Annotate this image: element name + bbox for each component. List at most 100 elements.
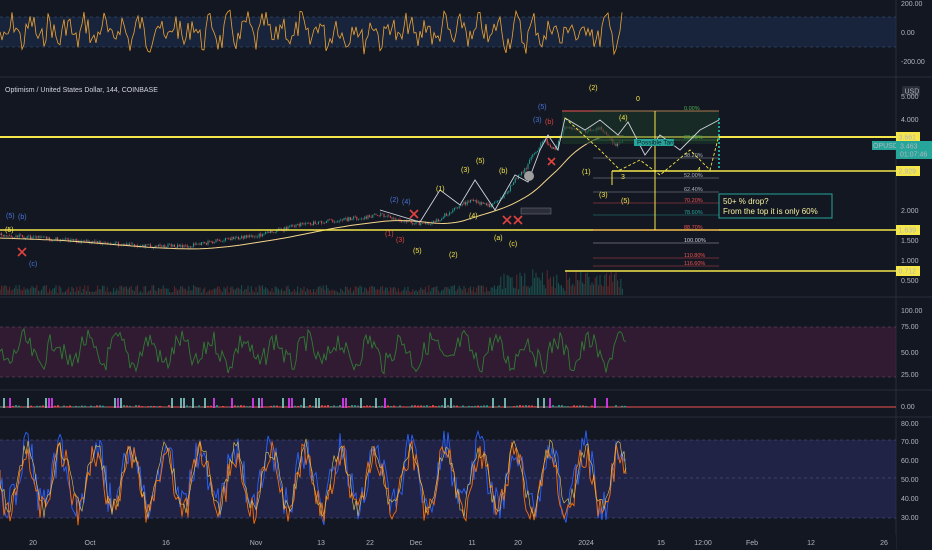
fib-level-label: 110.80% xyxy=(684,253,705,259)
candle-body xyxy=(516,178,518,180)
volume-bar xyxy=(617,280,619,295)
volume-bar xyxy=(457,288,459,295)
candle-body xyxy=(492,203,494,206)
volume-bar xyxy=(381,285,383,295)
volume-bar xyxy=(415,290,417,295)
volume-bar xyxy=(263,289,265,295)
momentum-bar xyxy=(45,398,47,408)
volume-bar xyxy=(50,290,52,295)
volume-bar xyxy=(42,286,44,295)
momentum-bar xyxy=(81,405,83,408)
volume-bar xyxy=(245,289,247,295)
momentum-bar xyxy=(342,398,344,408)
momentum-bar xyxy=(189,406,191,408)
volume-bar xyxy=(461,290,463,295)
volume-bar xyxy=(485,287,487,295)
candle-body xyxy=(329,219,331,221)
candle-body xyxy=(372,214,374,218)
annotation-box[interactable]: 50+ % drop? From the top it is only 60% xyxy=(718,193,833,219)
candle-body xyxy=(41,237,43,238)
candle-body xyxy=(529,159,531,164)
momentum-bar xyxy=(108,406,110,408)
momentum-bar xyxy=(360,398,362,408)
candle-body xyxy=(378,215,380,217)
candle-body xyxy=(82,240,84,242)
candle-body xyxy=(181,245,183,248)
momentum-bar xyxy=(171,398,173,408)
volume-bar xyxy=(482,285,484,295)
volume-bar xyxy=(23,287,25,295)
candle-body xyxy=(274,232,276,233)
time-tick-label: Oct xyxy=(85,540,96,547)
candle-body xyxy=(196,243,198,245)
momentum-bar xyxy=(87,406,89,408)
volume-bar xyxy=(436,286,438,295)
candle-body xyxy=(125,243,127,246)
candle-body xyxy=(305,223,307,225)
volume-bar xyxy=(231,286,233,295)
volume-bar xyxy=(330,290,332,295)
volume-bar xyxy=(202,288,204,295)
volume-bar xyxy=(127,288,129,295)
volume-bar xyxy=(76,286,78,295)
volume-bar xyxy=(386,287,388,295)
volume-bar xyxy=(433,287,435,295)
candle-body xyxy=(45,236,47,239)
candle-body xyxy=(348,217,350,222)
bar-countdown: 01:07:46 xyxy=(900,152,927,159)
momentum-bar xyxy=(477,405,479,408)
candle-body xyxy=(263,234,265,235)
range-box xyxy=(520,207,552,215)
volume-bar xyxy=(47,292,49,295)
candle-body xyxy=(460,204,462,207)
candle-body xyxy=(76,239,78,243)
momentum-bar xyxy=(564,406,566,408)
volume-bar xyxy=(487,290,489,295)
candle-body xyxy=(343,218,345,221)
volume-bar xyxy=(338,292,340,295)
candle-body xyxy=(269,231,271,233)
candle-body xyxy=(253,236,255,238)
volume-bar xyxy=(601,284,603,295)
volume-bar xyxy=(306,288,308,295)
candle-body xyxy=(209,240,211,242)
candle-body xyxy=(301,222,303,224)
momentum-bar xyxy=(165,406,167,408)
momentum-bar xyxy=(111,406,113,408)
volume-bar xyxy=(82,288,84,295)
momentum-bar xyxy=(174,406,176,408)
volume-bar xyxy=(569,277,571,295)
volume-bar xyxy=(295,291,297,295)
volume-bar xyxy=(383,290,385,295)
volume-bar xyxy=(557,283,559,295)
momentum-bar xyxy=(489,406,491,408)
currency-badge[interactable] xyxy=(902,86,920,96)
candle-body xyxy=(442,217,444,219)
candle-body xyxy=(508,190,510,193)
momentum-bar xyxy=(282,398,284,408)
pivot-circle xyxy=(524,171,534,181)
fib-level-label: 23.60% xyxy=(684,135,703,141)
volume-bar xyxy=(610,272,612,295)
candle-body xyxy=(314,221,316,224)
momentum-bar xyxy=(384,398,386,408)
momentum-bar xyxy=(270,405,272,408)
volume-bar xyxy=(132,289,134,295)
candle-body xyxy=(541,142,543,144)
candle-body xyxy=(465,202,467,205)
volume-bar xyxy=(493,285,495,295)
candle-body xyxy=(260,233,262,237)
candle-body xyxy=(228,238,230,239)
candle-body xyxy=(353,216,355,219)
volume-bar xyxy=(556,274,558,295)
candle-body xyxy=(466,201,468,205)
candle-body xyxy=(397,219,399,220)
volume-bar xyxy=(364,287,366,295)
candle-body xyxy=(156,245,158,247)
time-axis[interactable]: 20 Oct 16 Nov 13 22 Dec 11 20 2024 15 12:00 Feb 12 26 xyxy=(0,535,896,550)
volume-bar xyxy=(282,291,284,295)
volume-bar xyxy=(154,290,156,295)
momentum-bar xyxy=(9,398,11,408)
last-price-box[interactable]: OPUSD 3.463 01:07:46 xyxy=(872,141,932,159)
